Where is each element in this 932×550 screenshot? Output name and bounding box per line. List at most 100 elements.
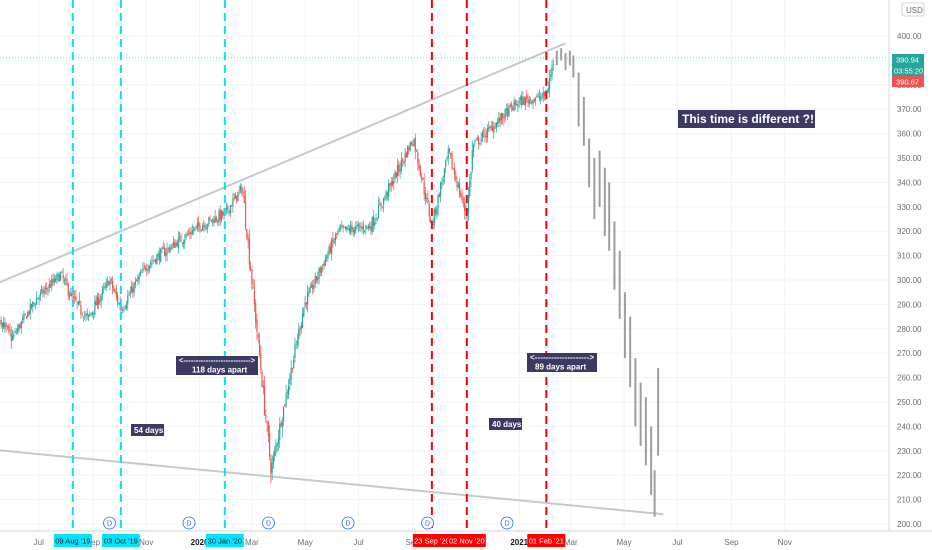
dividend-marker[interactable] bbox=[500, 516, 514, 530]
candle-body bbox=[410, 142, 413, 145]
candle-body bbox=[124, 307, 126, 308]
candle-body bbox=[389, 183, 391, 186]
candle-body bbox=[215, 217, 218, 221]
candle-body bbox=[85, 314, 87, 316]
dividend-marker[interactable] bbox=[421, 516, 434, 530]
candle-body bbox=[23, 315, 25, 321]
price-tick-label: 300.00 bbox=[897, 276, 922, 285]
candle-body bbox=[98, 297, 100, 305]
candle-body bbox=[171, 244, 173, 249]
candle-body bbox=[436, 208, 438, 215]
gap-54-days-box[interactable]: 54 days bbox=[131, 424, 164, 436]
candle-body bbox=[377, 204, 380, 219]
candle-body bbox=[32, 301, 34, 307]
candle-body bbox=[130, 286, 133, 293]
price-tick-label: 370.00 bbox=[897, 105, 922, 114]
candle-body bbox=[214, 216, 216, 223]
candle-body bbox=[30, 303, 33, 309]
range-118-days-label: 118 days apart bbox=[192, 366, 247, 375]
candle-body bbox=[423, 181, 425, 194]
candle-body bbox=[219, 209, 221, 221]
candle-body bbox=[518, 99, 520, 104]
trendlines bbox=[0, 42, 888, 516]
candle-body bbox=[412, 144, 414, 146]
candle-body bbox=[446, 158, 448, 160]
candle-body bbox=[28, 311, 30, 314]
candle-body bbox=[42, 289, 44, 294]
candle-body bbox=[284, 404, 286, 406]
dividend-marker[interactable] bbox=[262, 516, 275, 530]
candle-body bbox=[328, 246, 330, 255]
candle-body bbox=[548, 78, 551, 90]
candle-body bbox=[48, 284, 50, 288]
candle-body bbox=[445, 160, 447, 167]
candle-body bbox=[266, 421, 268, 424]
candle-body bbox=[49, 284, 52, 288]
candle-body bbox=[475, 139, 477, 141]
gap-54-days-bg bbox=[131, 424, 164, 436]
candle-body bbox=[418, 163, 420, 168]
candle-body bbox=[407, 146, 409, 158]
candle-body bbox=[367, 225, 370, 229]
range-118-days-box[interactable]: <---------------------------> 118 days a… bbox=[176, 356, 258, 375]
candle-body bbox=[305, 302, 307, 305]
candle-body bbox=[229, 205, 231, 214]
candle-body bbox=[350, 226, 352, 233]
dividend-marker-label: D bbox=[504, 521, 509, 528]
candle-body bbox=[250, 265, 252, 271]
headline-bg bbox=[678, 110, 815, 128]
candle-body bbox=[424, 192, 427, 199]
candle-body bbox=[500, 112, 503, 121]
candle-body bbox=[4, 323, 6, 328]
dividend-marker[interactable] bbox=[341, 516, 355, 530]
candle-body bbox=[400, 159, 402, 171]
candle-body bbox=[326, 257, 328, 258]
gap-40-days-box[interactable]: 40 days bbox=[489, 418, 522, 430]
candle-body bbox=[186, 234, 188, 235]
candle-body bbox=[304, 302, 306, 307]
time-axis[interactable]: MayJulSepNov2020MarMayJulSepNov2021MarMa… bbox=[0, 534, 792, 547]
candle-body bbox=[279, 423, 281, 441]
candle-body bbox=[379, 203, 381, 205]
price-tick-label: 400.00 bbox=[897, 32, 922, 41]
headline-box[interactable]: This time is different ?! bbox=[678, 110, 815, 128]
candle-body bbox=[52, 279, 54, 283]
candle-body bbox=[5, 323, 7, 327]
candle-body bbox=[291, 367, 294, 370]
candle-body bbox=[516, 104, 518, 106]
candle-body bbox=[255, 303, 257, 323]
candle-body bbox=[51, 279, 53, 287]
candle-body bbox=[10, 333, 12, 342]
candle-body bbox=[151, 261, 153, 263]
candle-body bbox=[521, 95, 523, 106]
candle-body bbox=[15, 331, 17, 333]
candle-body bbox=[263, 386, 266, 415]
dividend-marker[interactable] bbox=[103, 516, 116, 530]
price-tick-label: 230.00 bbox=[897, 447, 922, 456]
candle-body bbox=[318, 268, 320, 279]
candle-body bbox=[375, 219, 377, 221]
candle-body bbox=[95, 300, 97, 306]
currency-button[interactable]: USD bbox=[901, 2, 925, 17]
candle-body bbox=[222, 211, 224, 216]
candle-body bbox=[282, 406, 285, 422]
candle-body bbox=[176, 242, 178, 247]
event-date-tag-bg bbox=[447, 534, 486, 547]
candle-body bbox=[212, 218, 214, 221]
candle-body bbox=[252, 287, 254, 288]
candle-body bbox=[122, 309, 124, 312]
event-date-tag: 09 Aug '19 bbox=[55, 537, 90, 546]
price-tick-label: 260.00 bbox=[897, 374, 922, 383]
dividend-marker[interactable] bbox=[182, 516, 196, 530]
candle-body bbox=[415, 150, 418, 152]
candle-body bbox=[319, 268, 321, 273]
candle-body bbox=[123, 309, 125, 310]
candle-body bbox=[67, 284, 69, 296]
price-axis[interactable]: 400.00390.00380.00370.00360.00350.00340.… bbox=[897, 32, 922, 529]
candle-body bbox=[451, 153, 453, 170]
candle-body bbox=[295, 344, 297, 346]
range-89-days-box[interactable]: <--------------------> 89 days apart bbox=[527, 353, 597, 372]
candle-body bbox=[443, 168, 446, 178]
